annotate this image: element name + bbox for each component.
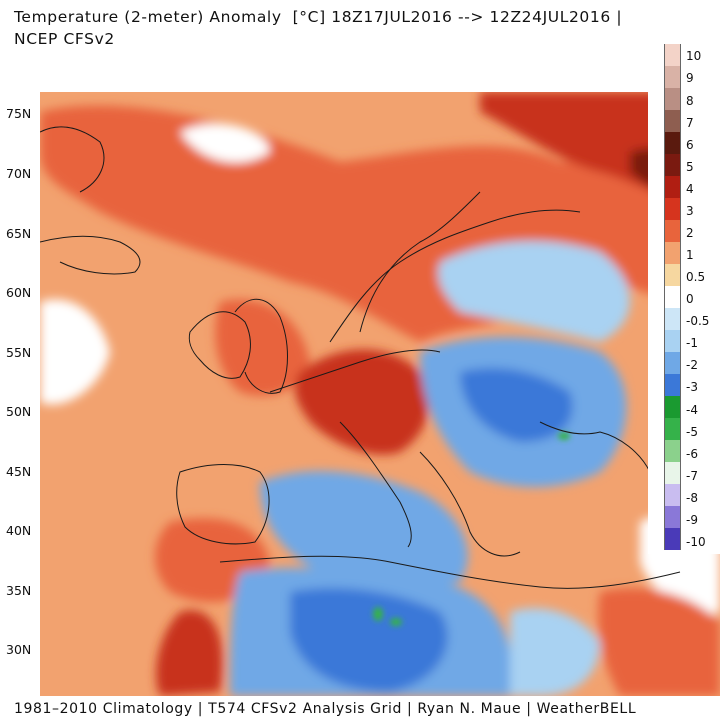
colorbar-swatch bbox=[664, 264, 681, 286]
colorbar-label: -9 bbox=[686, 513, 698, 527]
colorbar-label: -8 bbox=[686, 491, 698, 505]
central-europe-warm-zone bbox=[294, 349, 429, 455]
colorbar-swatch bbox=[664, 330, 681, 352]
anomaly-field bbox=[40, 92, 720, 696]
ireland-britain-outline bbox=[188, 311, 251, 379]
colorbar-swatch bbox=[664, 132, 681, 154]
footer-credits: 1981–2010 Climatology | T574 CFSv2 Analy… bbox=[0, 696, 720, 723]
colorbar-label: 3 bbox=[686, 204, 694, 218]
map-title: Temperature (2-meter) Anomaly [°C] 18Z17… bbox=[14, 8, 623, 26]
colorbar-swatch bbox=[664, 88, 681, 110]
colorbar-label: 10 bbox=[686, 49, 702, 63]
colorbar-swatch bbox=[664, 154, 681, 176]
lat-label-45n: 45N bbox=[6, 464, 32, 479]
russia-cool-zone bbox=[438, 241, 630, 342]
atlantic-neutral-zone bbox=[40, 299, 110, 405]
lat-label-35n: 35N bbox=[6, 583, 32, 598]
colorbar-label: 6 bbox=[686, 138, 694, 152]
colorbar-label: -7 bbox=[686, 469, 698, 483]
colorbar-swatch bbox=[664, 44, 681, 66]
lat-label-40n: 40N bbox=[6, 523, 32, 538]
colorbar-label: 0 bbox=[686, 292, 694, 306]
italy-outline bbox=[339, 421, 412, 548]
greenland-outline bbox=[40, 126, 105, 193]
colorbar-swatch bbox=[664, 286, 681, 308]
cold-anomaly-spot-algeria bbox=[373, 607, 383, 621]
colorbar-label: -6 bbox=[686, 447, 698, 461]
temperature-anomaly-map bbox=[40, 92, 720, 696]
egypt-warm-zone bbox=[598, 588, 720, 696]
colorbar-swatch bbox=[664, 66, 681, 88]
coastlines bbox=[40, 126, 681, 589]
north-africa-cold-core bbox=[290, 588, 448, 692]
lat-label-60n: 60N bbox=[6, 285, 32, 300]
colorbar-label: -3 bbox=[686, 380, 698, 394]
cold-anomaly-spot-ukraine bbox=[558, 432, 570, 440]
colorbar-swatch bbox=[664, 418, 681, 440]
colorbar-swatch bbox=[664, 484, 681, 506]
colorbar-swatch bbox=[664, 374, 681, 396]
colorbar-label: 2 bbox=[686, 226, 694, 240]
colorbar-label: 9 bbox=[686, 71, 694, 85]
colorbar-swatch bbox=[664, 440, 681, 462]
colorbar-swatch bbox=[664, 198, 681, 220]
colorbar-swatch bbox=[664, 396, 681, 418]
anomaly-colorbar: 10 9 8 7 6 5 4 3 2 1 0.5 0 -0.5 -1 -2 -3… bbox=[648, 42, 720, 554]
colorbar-swatch bbox=[664, 462, 681, 484]
lat-label-55n: 55N bbox=[6, 345, 32, 360]
footer-text: 1981–2010 Climatology | T574 CFSv2 Analy… bbox=[14, 701, 637, 717]
lat-label-65n: 65N bbox=[6, 226, 32, 241]
lat-label-50n: 50N bbox=[6, 404, 32, 419]
greenland-sea-neutral-zone bbox=[180, 123, 270, 163]
colorbar-label: -0.5 bbox=[686, 314, 710, 328]
lat-label-30n: 30N bbox=[6, 642, 32, 657]
cold-anomaly-spot-tunisia bbox=[390, 618, 402, 626]
colorbar-label: -1 bbox=[686, 336, 698, 350]
lat-label-70n: 70N bbox=[6, 166, 32, 181]
colorbar-swatch bbox=[664, 506, 681, 528]
colorbar-label: 1 bbox=[686, 248, 694, 262]
colorbar-label: -10 bbox=[686, 535, 706, 549]
colorbar-swatch bbox=[664, 528, 681, 550]
colorbar-label: 5 bbox=[686, 160, 694, 174]
model-subtitle: NCEP CFSv2 bbox=[14, 30, 115, 48]
lat-label-75n: 75N bbox=[6, 106, 32, 121]
iberia-outline bbox=[176, 464, 270, 545]
northwest-africa-warm-zone bbox=[156, 610, 223, 696]
colorbar-label: -2 bbox=[686, 358, 698, 372]
colorbar-swatch bbox=[664, 242, 681, 264]
iceland-outline bbox=[40, 235, 141, 275]
libya-cool-zone bbox=[510, 608, 600, 696]
colorbar-swatch bbox=[664, 110, 681, 132]
colorbar-label: 8 bbox=[686, 94, 694, 108]
mediterranean-cool-zone bbox=[260, 471, 468, 587]
colorbar-label: 0.5 bbox=[686, 270, 706, 284]
colorbar-swatch bbox=[664, 176, 681, 198]
colorbar-label: -5 bbox=[686, 425, 698, 439]
colorbar-label: 7 bbox=[686, 116, 694, 130]
north-africa-coast-outline bbox=[219, 555, 681, 589]
colorbar-swatch bbox=[664, 308, 681, 330]
colorbar-swatch bbox=[664, 220, 681, 242]
colorbar-label: -4 bbox=[686, 403, 698, 417]
colorbar-swatch bbox=[664, 352, 681, 374]
ukraine-cold-core bbox=[460, 368, 573, 442]
colorbar-label: 4 bbox=[686, 182, 694, 196]
